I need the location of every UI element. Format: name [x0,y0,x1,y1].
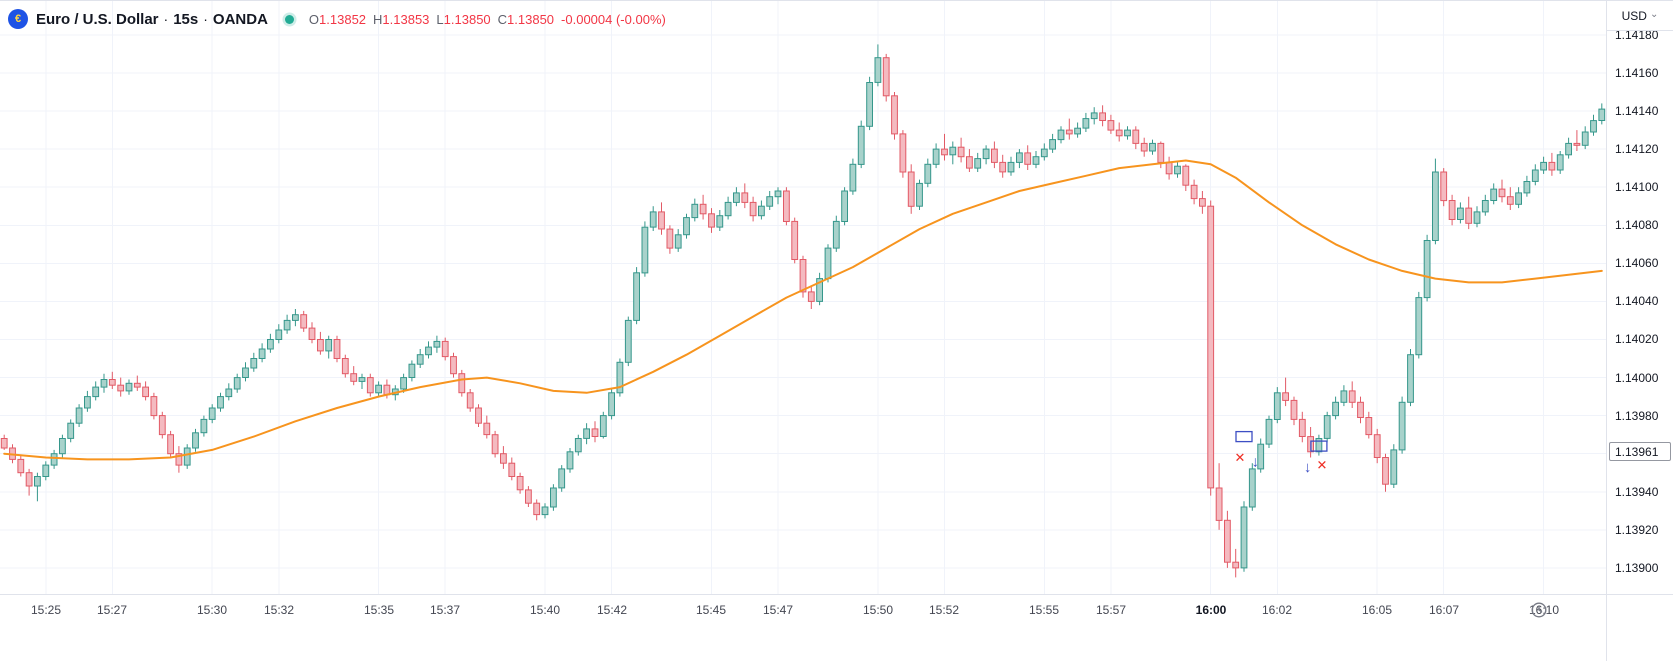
order-box-marker[interactable] [1235,430,1253,443]
time-axis-label: 15:52 [928,603,960,617]
time-axis-label: 16:05 [1361,603,1393,617]
low-label: L [436,11,444,27]
price-axis-label: 1.14060 [1615,256,1659,270]
time-axis-label: 15:40 [529,603,561,617]
chart-pane[interactable]: ✕ ↓ ↓ ✕ € Euro / U.S. Dollar · 15s · OANDA … [0,1,1606,594]
chart-legend: € Euro / U.S. Dollar · 15s · OANDA O1.13… [8,8,666,30]
title-separator: · [163,11,169,27]
current-price-value: 1.13961 [1615,444,1659,459]
price-axis-label: 1.14080 [1615,218,1659,232]
price-axis-label: 1.14100 [1615,180,1659,194]
currency-selector[interactable]: USD ⌄ [1607,1,1673,31]
cancel-x-marker[interactable]: ✕ [1235,450,1246,465]
sell-arrow-marker[interactable]: ↓ [1304,459,1312,476]
time-axis-label: 15:25 [30,603,62,617]
high-value: 1.13853 [382,11,430,27]
open-value: 1.13852 [319,11,367,27]
time-axis-label: 15:55 [1028,603,1060,617]
time-axis-label: 15:35 [363,603,395,617]
ohlc-low: L1.13850 [436,12,490,27]
title-separator: · [203,11,208,27]
open-label: O [308,11,320,27]
price-axis-label: 1.14000 [1615,371,1659,385]
time-axis-label: 16:10 [1528,603,1560,617]
ohlc-high: H1.13853 [373,12,429,27]
price-axis-label: 1.14140 [1615,104,1659,118]
time-axis[interactable]: 15:25 15:27 15:30 15:32 15:35 15:37 15:40 15:42… [0,594,1606,661]
order-box-marker[interactable] [1310,440,1328,452]
chevron-down-icon: ⌄ [1649,8,1659,20]
time-axis-label: 16:00 [1195,603,1227,617]
trade-markers: ✕ ↓ ↓ ✕ [1235,430,1328,476]
ohlc-close: C1.13850 [498,12,554,27]
time-axis-label: 15:42 [596,603,628,617]
time-axis-label: 15:57 [1095,603,1127,617]
symbol-logo-glyph: € [14,12,22,25]
time-axis-label: 15:27 [96,603,128,617]
price-axis-label: 1.14180 [1615,28,1659,42]
price-axis-label: 1.14120 [1615,142,1659,156]
ohlc-readout: O1.13852 H1.13853 L1.13850 C1.13850 -0.0… [309,12,666,27]
time-axis-label: 16:02 [1261,603,1293,617]
symbol-title[interactable]: Euro / U.S. Dollar [36,10,159,28]
ma-line [3,159,1603,461]
time-axis-label: 16:07 [1428,603,1460,617]
price-axis-label: 1.14040 [1615,294,1659,308]
currency-label: USD [1621,8,1647,23]
time-axis-label: 15:37 [429,603,461,617]
time-axis-label: 15:32 [263,603,295,617]
interval-label[interactable]: 15s [173,10,199,28]
candles [0,44,1606,578]
time-axis-label: 15:30 [196,603,228,617]
symbol-logo-icon: € [8,9,28,29]
price-axis-label: 1.13900 [1615,561,1659,575]
grid-lines [0,1,1606,594]
low-value: 1.13850 [443,11,491,27]
change-value: -0.00004 (-0.00%) [561,11,666,27]
time-axis-label: 15:50 [862,603,894,617]
price-axis-label: 1.14020 [1615,332,1659,346]
axis-corner [1606,594,1673,661]
exchange-label[interactable]: OANDA [212,10,268,28]
price-axis-label: 1.13980 [1615,409,1659,423]
time-axis-label: 15:45 [695,603,727,617]
close-value: 1.13850 [507,11,555,27]
sell-arrow-marker[interactable]: ↓ [1252,453,1260,470]
candlestick-chart[interactable]: ✕ ↓ ↓ ✕ [0,1,1606,594]
clock-icon[interactable] [1528,600,1550,622]
cancel-x-marker[interactable]: ✕ [1316,458,1327,473]
market-status-icon [284,14,294,24]
price-axis-label: 1.13940 [1615,485,1659,499]
price-axis-label: 1.13920 [1615,523,1659,537]
time-axis-label: 15:47 [762,603,794,617]
close-label: C [497,11,508,27]
price-axis[interactable]: USD ⌄ 1.14180 1.14160 1.14140 1.14120 1.1410… [1606,1,1673,594]
price-axis-label: 1.14160 [1615,66,1659,80]
ohlc-open: O1.13852 [309,12,366,27]
current-price-label: 1.13961 [1609,442,1671,461]
high-label: H [373,11,383,27]
